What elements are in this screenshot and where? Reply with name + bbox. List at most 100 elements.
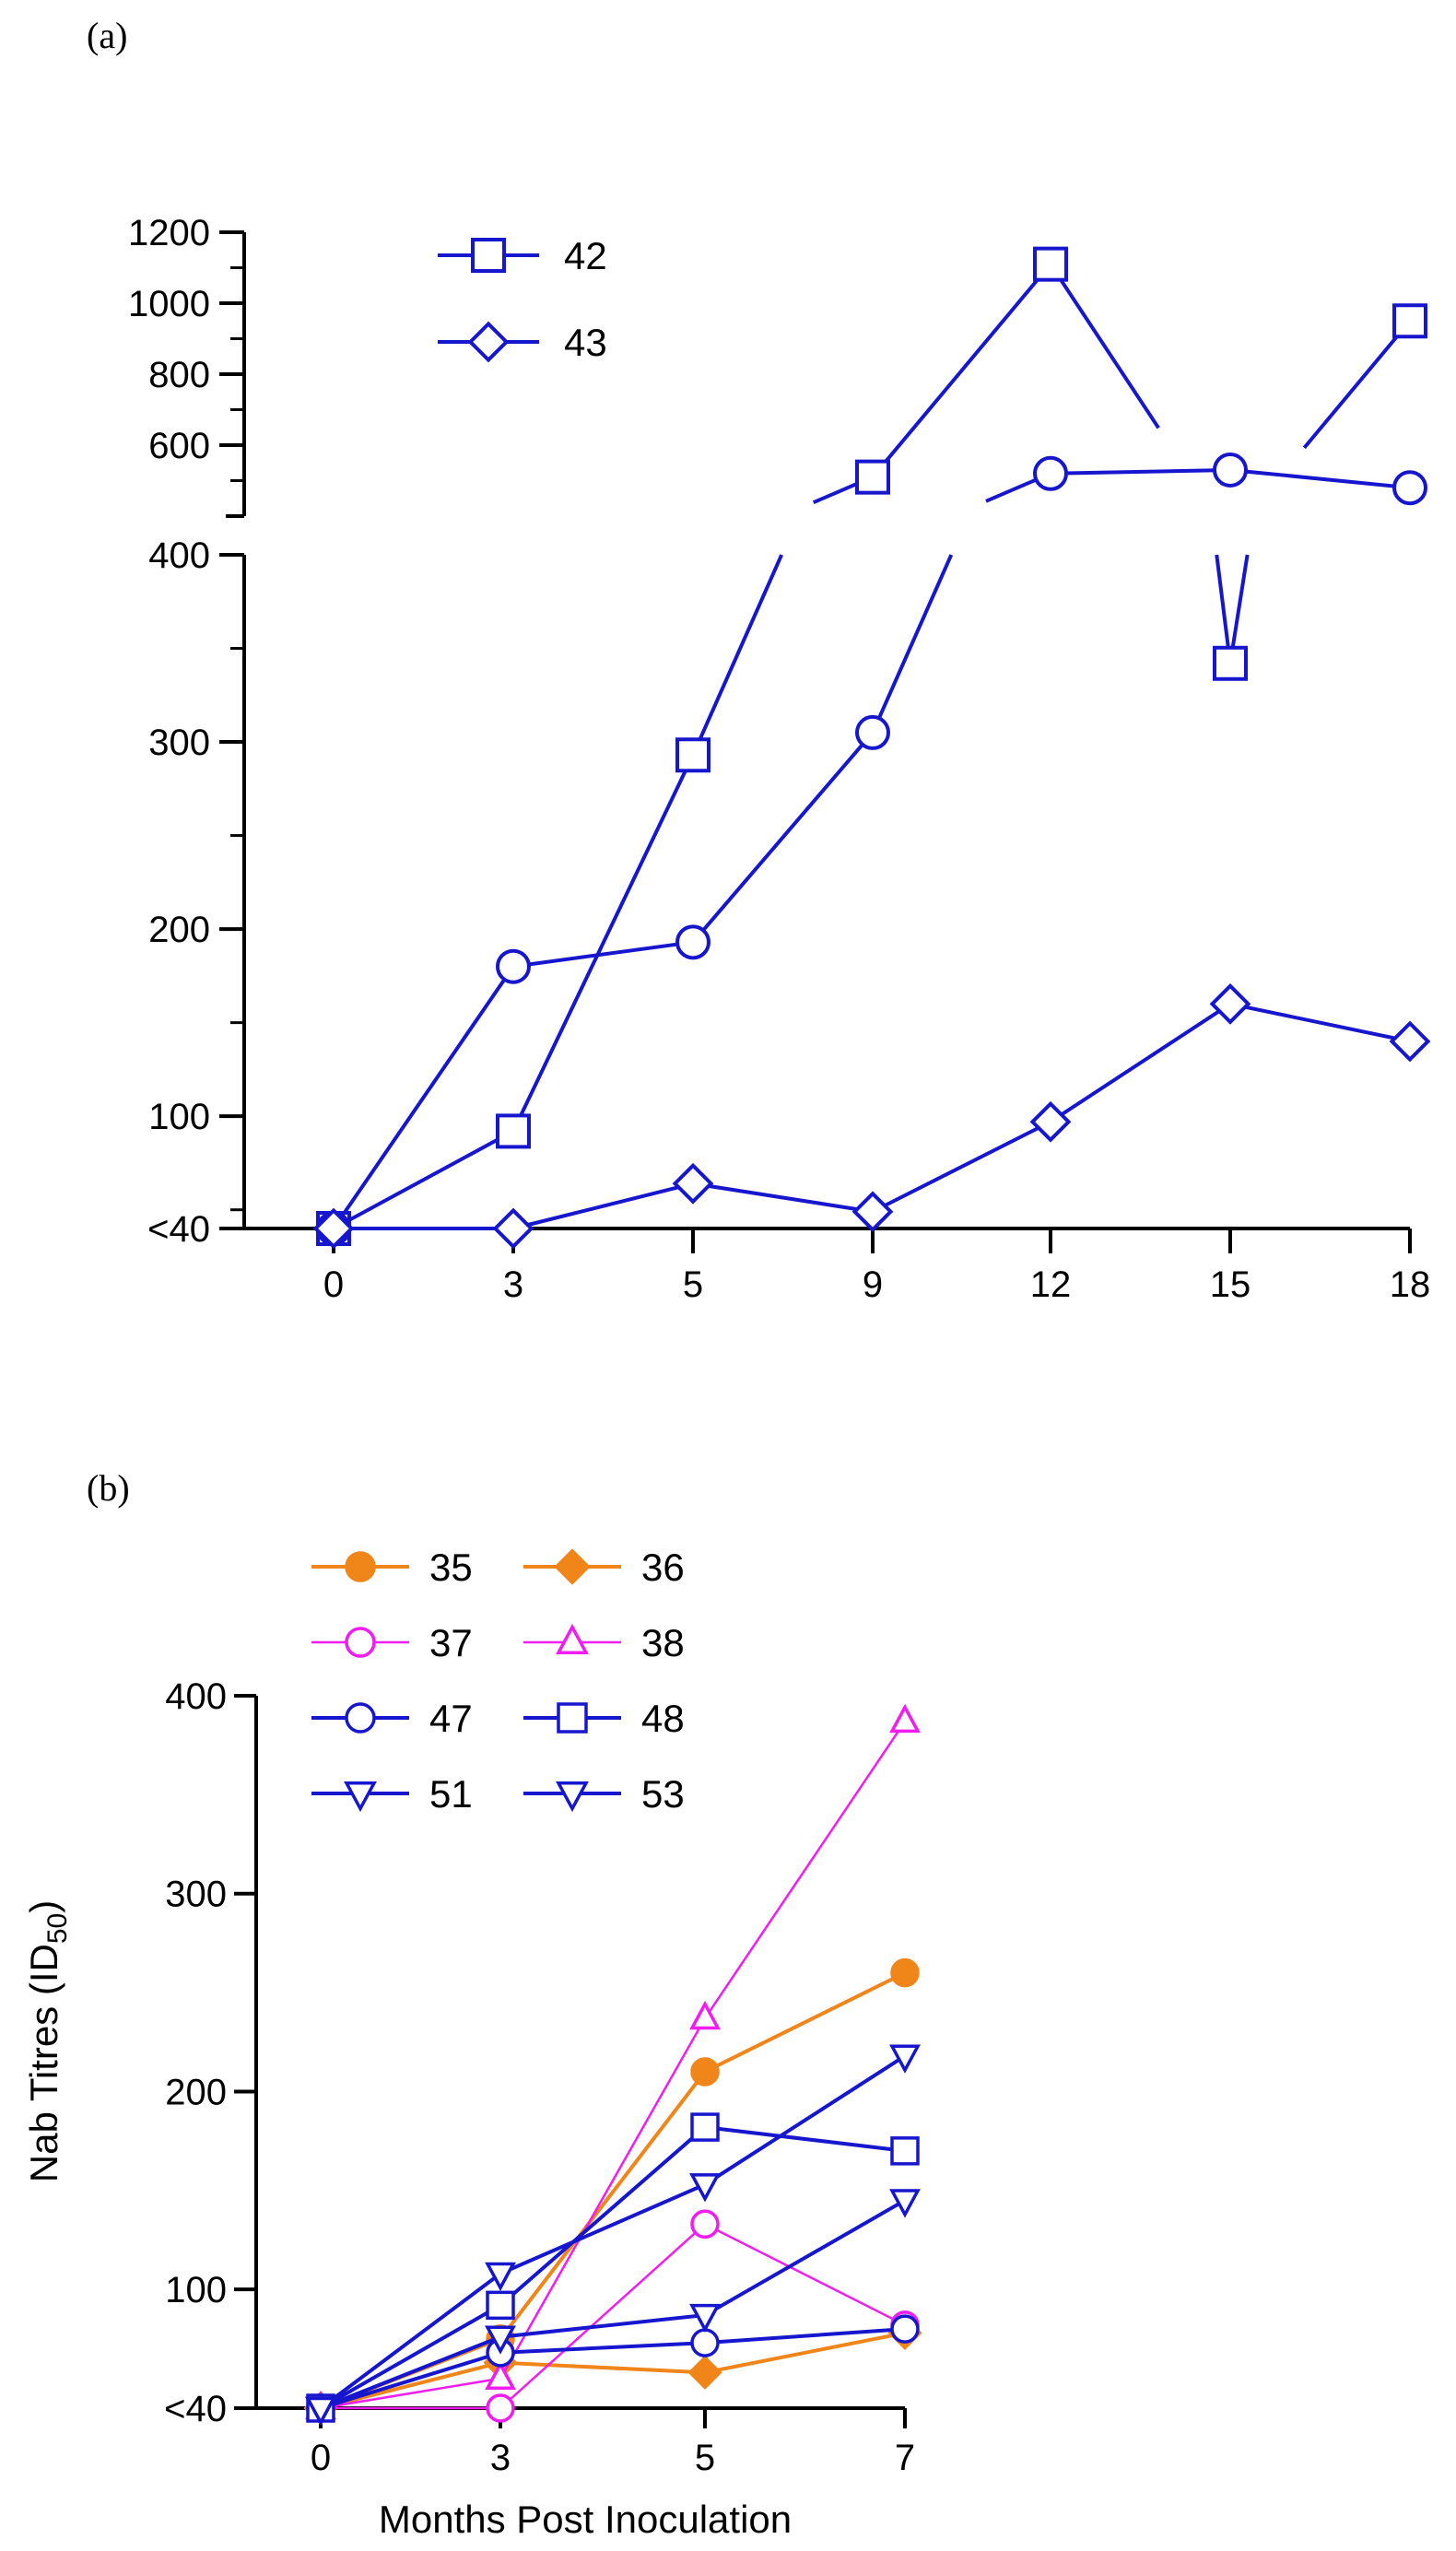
data-point — [687, 2355, 722, 2390]
data-point — [690, 2328, 720, 2357]
series-unnamed-1 — [316, 452, 1427, 1246]
data-point — [305, 2396, 336, 2427]
y-tick-label: 1200 — [128, 213, 210, 253]
data-point — [855, 714, 890, 750]
series-38 — [305, 1703, 921, 2420]
series-43 — [312, 982, 1431, 1250]
series-line — [1229, 1002, 1411, 1043]
data-point — [485, 2325, 516, 2355]
legend-label: 43 — [564, 321, 607, 364]
data-point — [1213, 645, 1248, 681]
data-point — [496, 1113, 531, 1149]
legend-label: 37 — [429, 1621, 473, 1664]
legend-marker — [345, 1551, 376, 1582]
data-point — [889, 2044, 921, 2074]
series-line — [1302, 319, 1412, 450]
data-point — [312, 1207, 355, 1250]
series-line — [1049, 1002, 1232, 1123]
y-axis-title-main: Nab Titres (ID — [22, 1944, 65, 2182]
data-point — [1392, 470, 1427, 506]
data-point — [689, 2000, 721, 2030]
data-point — [1029, 1100, 1072, 1143]
legend-label: 53 — [641, 1772, 685, 1816]
series-line — [320, 2198, 906, 2410]
series-line — [332, 965, 515, 1230]
series-line — [871, 263, 1052, 478]
data-point — [1392, 303, 1427, 339]
series-line — [871, 554, 954, 734]
y-tick-label: <40 — [164, 2389, 227, 2429]
legend-label: 47 — [429, 1697, 473, 1740]
data-point — [690, 2057, 720, 2087]
series-line — [512, 940, 694, 969]
series-line — [320, 2331, 906, 2410]
legend-marker — [345, 1702, 376, 1734]
data-point — [889, 1703, 921, 1734]
legend-b: 35 36 37 38 47 48 51 53 — [311, 1546, 685, 1816]
legend-label: 51 — [429, 1772, 473, 1816]
data-point — [890, 2314, 920, 2344]
data-point — [496, 948, 531, 984]
series-line — [320, 1721, 907, 2410]
y-axis-title-end: ) — [22, 1900, 65, 1913]
data-point — [485, 2262, 516, 2292]
y-tick-label: 400 — [148, 535, 210, 576]
series-51 — [305, 2044, 921, 2427]
y-tick-label: 1000 — [128, 284, 210, 324]
data-point — [855, 459, 890, 495]
y-axis-title-subscript: 50 — [42, 1913, 73, 1944]
data-point — [672, 1162, 714, 1205]
y-tick-label: 800 — [148, 355, 210, 395]
series-line — [320, 2327, 906, 2410]
legend-marker — [344, 1781, 377, 1813]
series-53 — [305, 2189, 921, 2427]
series-line — [691, 554, 783, 757]
series-line — [692, 1181, 874, 1214]
series-line — [511, 754, 695, 1133]
legend-marker — [467, 321, 510, 363]
series-line — [320, 2125, 906, 2410]
data-point — [486, 2393, 515, 2423]
data-point — [890, 1957, 920, 1988]
series-line — [1049, 263, 1160, 429]
x-tick-label: 12 — [1030, 1264, 1072, 1305]
series-line — [319, 2054, 907, 2410]
series-line — [691, 731, 875, 944]
series-line — [512, 1181, 694, 1230]
x-tick-label: 5 — [695, 2438, 715, 2478]
data-point — [492, 1207, 534, 1250]
data-point — [675, 737, 710, 773]
legend-label: 48 — [641, 1697, 685, 1740]
legend-marker — [554, 1548, 591, 1585]
y-tick-label: <40 — [147, 1209, 210, 1250]
series-line — [1050, 467, 1231, 476]
data-point — [1033, 246, 1068, 282]
series-line — [333, 1129, 514, 1230]
series-35 — [306, 1957, 920, 2423]
legend-marker — [345, 1627, 376, 1658]
y-tick-label: 600 — [148, 426, 210, 466]
x-tick-label: 3 — [503, 1264, 523, 1305]
series-line — [872, 1120, 1051, 1214]
x-tick-label: 15 — [1210, 1264, 1251, 1305]
series-line — [321, 2222, 906, 2410]
data-point — [1213, 452, 1248, 488]
y-tick-label: 200 — [165, 2072, 227, 2112]
x-tick-label: 5 — [683, 1264, 703, 1305]
data-point — [690, 2112, 720, 2142]
data-point — [1389, 1020, 1431, 1063]
data-point — [889, 2189, 921, 2218]
legend-marker — [556, 1781, 589, 1813]
x-tick-label: 0 — [323, 1264, 344, 1305]
legend-label: 35 — [429, 1546, 473, 1589]
legend-marker — [471, 238, 506, 273]
x-tick-label: 3 — [490, 2438, 511, 2478]
data-point — [890, 2136, 920, 2166]
y-tick-label: 100 — [148, 1097, 210, 1137]
x-tick-label: 7 — [895, 2438, 915, 2478]
data-point — [675, 924, 710, 960]
y-tick-label: 100 — [165, 2270, 227, 2310]
x-tick-label: 0 — [311, 2438, 331, 2478]
